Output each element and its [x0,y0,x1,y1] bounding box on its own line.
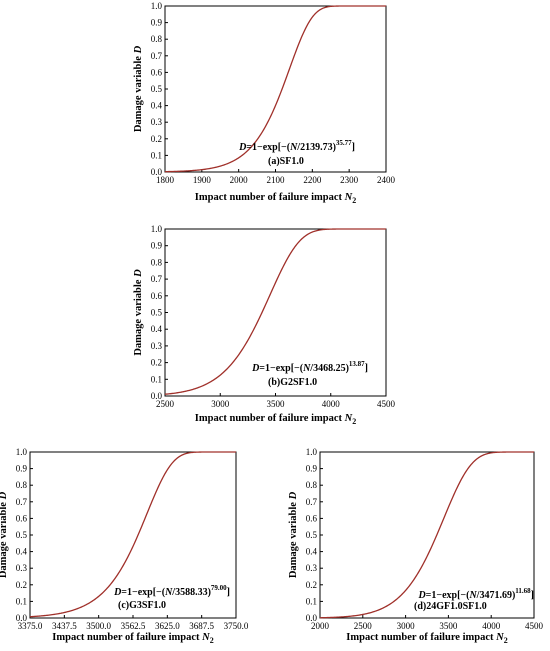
x-tick-label: 3500.0 [86,621,111,631]
x-tick-label: 4000 [322,399,341,409]
y-tick-label: 0.3 [151,341,163,351]
y-tick-label: 0.5 [16,530,28,540]
y-tick-label: 0.0 [306,613,318,623]
panel-label: (d)24GF1.0SF1.0 [414,601,487,612]
y-tick-label: 0.8 [151,257,163,267]
y-tick-label: 0.9 [151,18,163,28]
x-tick-label: 3687.5 [189,621,214,631]
damage-curve [164,5,386,173]
damage-curve [29,451,236,618]
chart-panel-d: 0.0 0.1 0.2 0.3 0.4 0.5 0.6 0.7 0.8 0.9 1.0 2000 250… [288,447,544,645]
y-tick-label: 0.2 [306,580,317,590]
damage-curve [164,228,386,395]
x-tick-label: 4500 [377,399,396,409]
x-tick-label: 2500 [156,399,175,409]
x-tick-label: 3562.5 [121,621,146,631]
y-tick-label: 0.5 [151,84,163,94]
fit-equation: D=1−exp[−(N/3471.69)11.68] [417,587,534,601]
chart-panel-b: 0.0 0.1 0.2 0.3 0.4 0.5 0.6 0.7 0.8 0.9 1.0 2500 300… [133,224,396,426]
y-tick-label: 0.4 [16,547,28,557]
y-tick-label: 0.5 [151,308,163,318]
y-tick-label: 0.9 [16,464,28,474]
x-tick-label: 2200 [303,175,322,185]
fit-equation: D=1−exp[−(N/2139.73)35.77] [238,139,355,153]
y-tick-label: 0.8 [306,480,318,490]
x-tick-label: 2400 [377,175,396,185]
y-tick-label: 0.2 [16,580,27,590]
x-tick-label: 3375.0 [18,621,43,631]
y-tick-label: 0.6 [151,291,163,301]
y-tick-label: 0.6 [16,513,28,523]
y-tick-label: 0.5 [306,530,318,540]
panel-label: (b)G2SF1.0 [268,377,317,388]
x-axis-label: Impact number of failure impact N2 [346,632,507,645]
y-tick-label: 0.8 [151,34,163,44]
y-tick-label: 0.6 [151,67,163,77]
y-tick-label: 0.4 [151,324,163,334]
y-axis-label: Damage variable D [133,269,144,356]
chart-panel-a: 0.0 0.1 0.2 0.3 0.4 0.5 0.6 0.7 0.8 0.9 1.0 1800 190… [133,1,396,205]
y-tick-label: 1.0 [151,1,163,11]
x-tick-label: 4500 [525,621,544,631]
y-tick-label: 0.1 [16,596,27,606]
x-tick-label: 2500 [354,621,373,631]
y-tick-label: 0.2 [151,358,162,368]
y-axis-label: Damage variable D [0,491,9,578]
x-tick-label: 2000 [230,175,249,185]
fit-equation: D=1−exp[−(N/3588.33)79.00] [113,584,230,598]
y-tick-label: 1.0 [16,447,28,457]
y-tick-label: 0.1 [151,150,162,160]
y-tick-label: 1.0 [151,224,163,234]
x-tick-label: 3000 [211,399,230,409]
y-tick-label: 0.3 [151,117,163,127]
y-tick-label: 0.1 [306,596,317,606]
x-tick-label: 3750.0 [224,621,249,631]
panel-label: (c)G3SF1.0 [118,600,166,611]
fit-equation: D=1−exp[−(N/3468.25)13.87] [251,360,368,374]
damage-curve [319,451,534,619]
y-tick-label: 0.3 [16,563,28,573]
y-tick-label: 0.0 [151,167,163,177]
x-tick-label: 2000 [311,621,330,631]
y-tick-label: 0.7 [151,274,163,284]
y-tick-label: 0.7 [16,497,28,507]
y-tick-label: 0.9 [306,464,318,474]
y-tick-label: 0.6 [306,513,318,523]
x-tick-label: 1800 [156,175,175,185]
y-tick-label: 0.3 [306,563,318,573]
x-axis-label: Impact number of failure impact N2 [195,192,356,205]
y-tick-label: 0.2 [151,134,162,144]
x-tick-label: 3625.0 [155,621,180,631]
x-tick-label: 3000 [397,621,416,631]
y-tick-label: 0.9 [151,241,163,251]
y-tick-label: 0.0 [16,613,28,623]
panel-label: (a)SF1.0 [268,156,304,167]
x-axis-label: Impact number of failure impact N2 [195,413,356,426]
y-tick-label: 0.4 [151,101,163,111]
x-tick-label: 3500 [267,399,286,409]
y-tick-label: 0.8 [16,480,28,490]
x-tick-label: 3500 [439,621,458,631]
x-tick-label: 3437.5 [52,621,77,631]
x-axis-label: Impact number of failure impact N2 [52,632,213,645]
y-tick-label: 1.0 [306,447,318,457]
x-tick-label: 2100 [267,175,286,185]
y-tick-label: 0.7 [306,497,318,507]
y-tick-label: 0.0 [151,391,163,401]
y-axis-label: Damage variable D [288,491,299,578]
x-tick-label: 1900 [193,175,212,185]
y-axis-label: Damage variable D [133,45,144,132]
y-tick-label: 0.7 [151,51,163,61]
chart-panel-c: 0.0 0.1 0.2 0.3 0.4 0.5 0.6 0.7 0.8 0.9 1.0 3375.0 3… [0,447,249,645]
y-tick-label: 0.1 [151,374,162,384]
x-tick-label: 2300 [340,175,359,185]
x-tick-label: 4000 [482,621,501,631]
y-tick-label: 0.4 [306,547,318,557]
